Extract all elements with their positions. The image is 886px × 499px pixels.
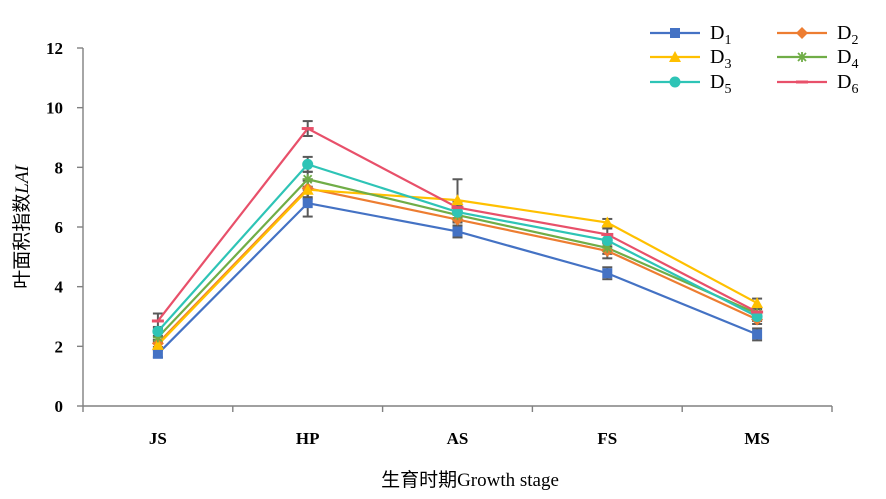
legend-label-d6: D6	[837, 71, 858, 97]
legend-marker-d6	[796, 80, 808, 84]
data-point-d1	[302, 198, 313, 209]
data-point-d6	[751, 310, 764, 314]
data-point-d3	[601, 216, 614, 228]
legend-marker-d3	[669, 51, 681, 62]
legend-label-letter: D	[837, 71, 851, 93]
legend-label-letter: D	[837, 22, 851, 44]
legend-marker-d5	[669, 76, 681, 88]
data-point-d5	[452, 206, 463, 218]
legend-marker-d1	[670, 28, 680, 38]
error-bars	[152, 120, 763, 359]
legend-label-letter: D	[837, 46, 851, 68]
x-tick-label: MS	[744, 429, 770, 448]
x-ticks: JS HP AS FS MS	[82, 406, 833, 448]
data-point-d1	[152, 348, 163, 359]
legend-label-d5: D5	[710, 71, 731, 97]
legend-label-letter: D	[710, 22, 724, 44]
y-tick-label: 10	[46, 99, 63, 118]
legend-label-d3: D3	[710, 46, 731, 72]
series-markers	[151, 127, 764, 359]
legend-label-letter: D	[710, 46, 724, 68]
data-point-d5	[601, 234, 613, 246]
y-tick-label: 0	[55, 397, 64, 416]
data-point-d6	[301, 127, 314, 131]
y-axis-title-cn: 叶面积指数	[11, 194, 33, 289]
legend-marker-d4	[797, 52, 807, 62]
x-tick-label: HP	[296, 429, 320, 448]
y-axis-title-en: LAI	[12, 164, 33, 195]
legend-label-subscript: 4	[851, 57, 858, 72]
y-tick-label: 12	[46, 39, 63, 58]
data-point-d3	[451, 194, 464, 206]
data-point-d6	[151, 319, 164, 323]
y-tick-label: 4	[55, 278, 64, 297]
data-point-d6	[451, 206, 464, 210]
data-point-d3	[151, 338, 164, 350]
legend-marker-d2	[796, 27, 808, 39]
legend-label-subscript: 3	[724, 57, 731, 72]
y-tick-label: 2	[55, 337, 64, 356]
data-point-d3	[751, 297, 764, 309]
legend-label-subscript: 6	[851, 82, 858, 97]
y-axis-title: 叶面积指数LAI	[11, 164, 33, 289]
x-tick-label: JS	[149, 429, 167, 448]
y-tick-label: 8	[55, 158, 64, 177]
data-point-d4	[302, 174, 313, 185]
legend-label-subscript: 1	[724, 33, 731, 48]
legend-label-d4: D4	[837, 46, 858, 72]
x-axis-title: 生育时期Growth stage	[381, 469, 559, 491]
y-tick-label: 6	[55, 218, 64, 237]
x-tick-label: AS	[447, 429, 469, 448]
series-lines	[157, 127, 758, 355]
y-ticks: 0 2 4 6 8 10 12	[46, 39, 83, 416]
x-tick-label: FS	[597, 429, 617, 448]
data-point-d4	[602, 242, 613, 253]
legend-label-letter: D	[710, 71, 724, 93]
data-point-d1	[602, 268, 613, 279]
data-point-d5	[152, 325, 164, 337]
legend-label-d1: D1	[710, 22, 731, 48]
legend-label-d2: D2	[837, 22, 858, 48]
legend-label-subscript: 5	[724, 82, 731, 97]
legend-label-subscript: 2	[851, 33, 858, 48]
data-point-d5	[302, 158, 314, 170]
data-point-d3	[301, 183, 314, 195]
data-point-d5	[751, 311, 763, 322]
data-point-d4	[152, 332, 163, 343]
data-point-d6	[601, 232, 614, 236]
data-point-d1	[752, 329, 763, 340]
data-point-d1	[452, 226, 463, 237]
